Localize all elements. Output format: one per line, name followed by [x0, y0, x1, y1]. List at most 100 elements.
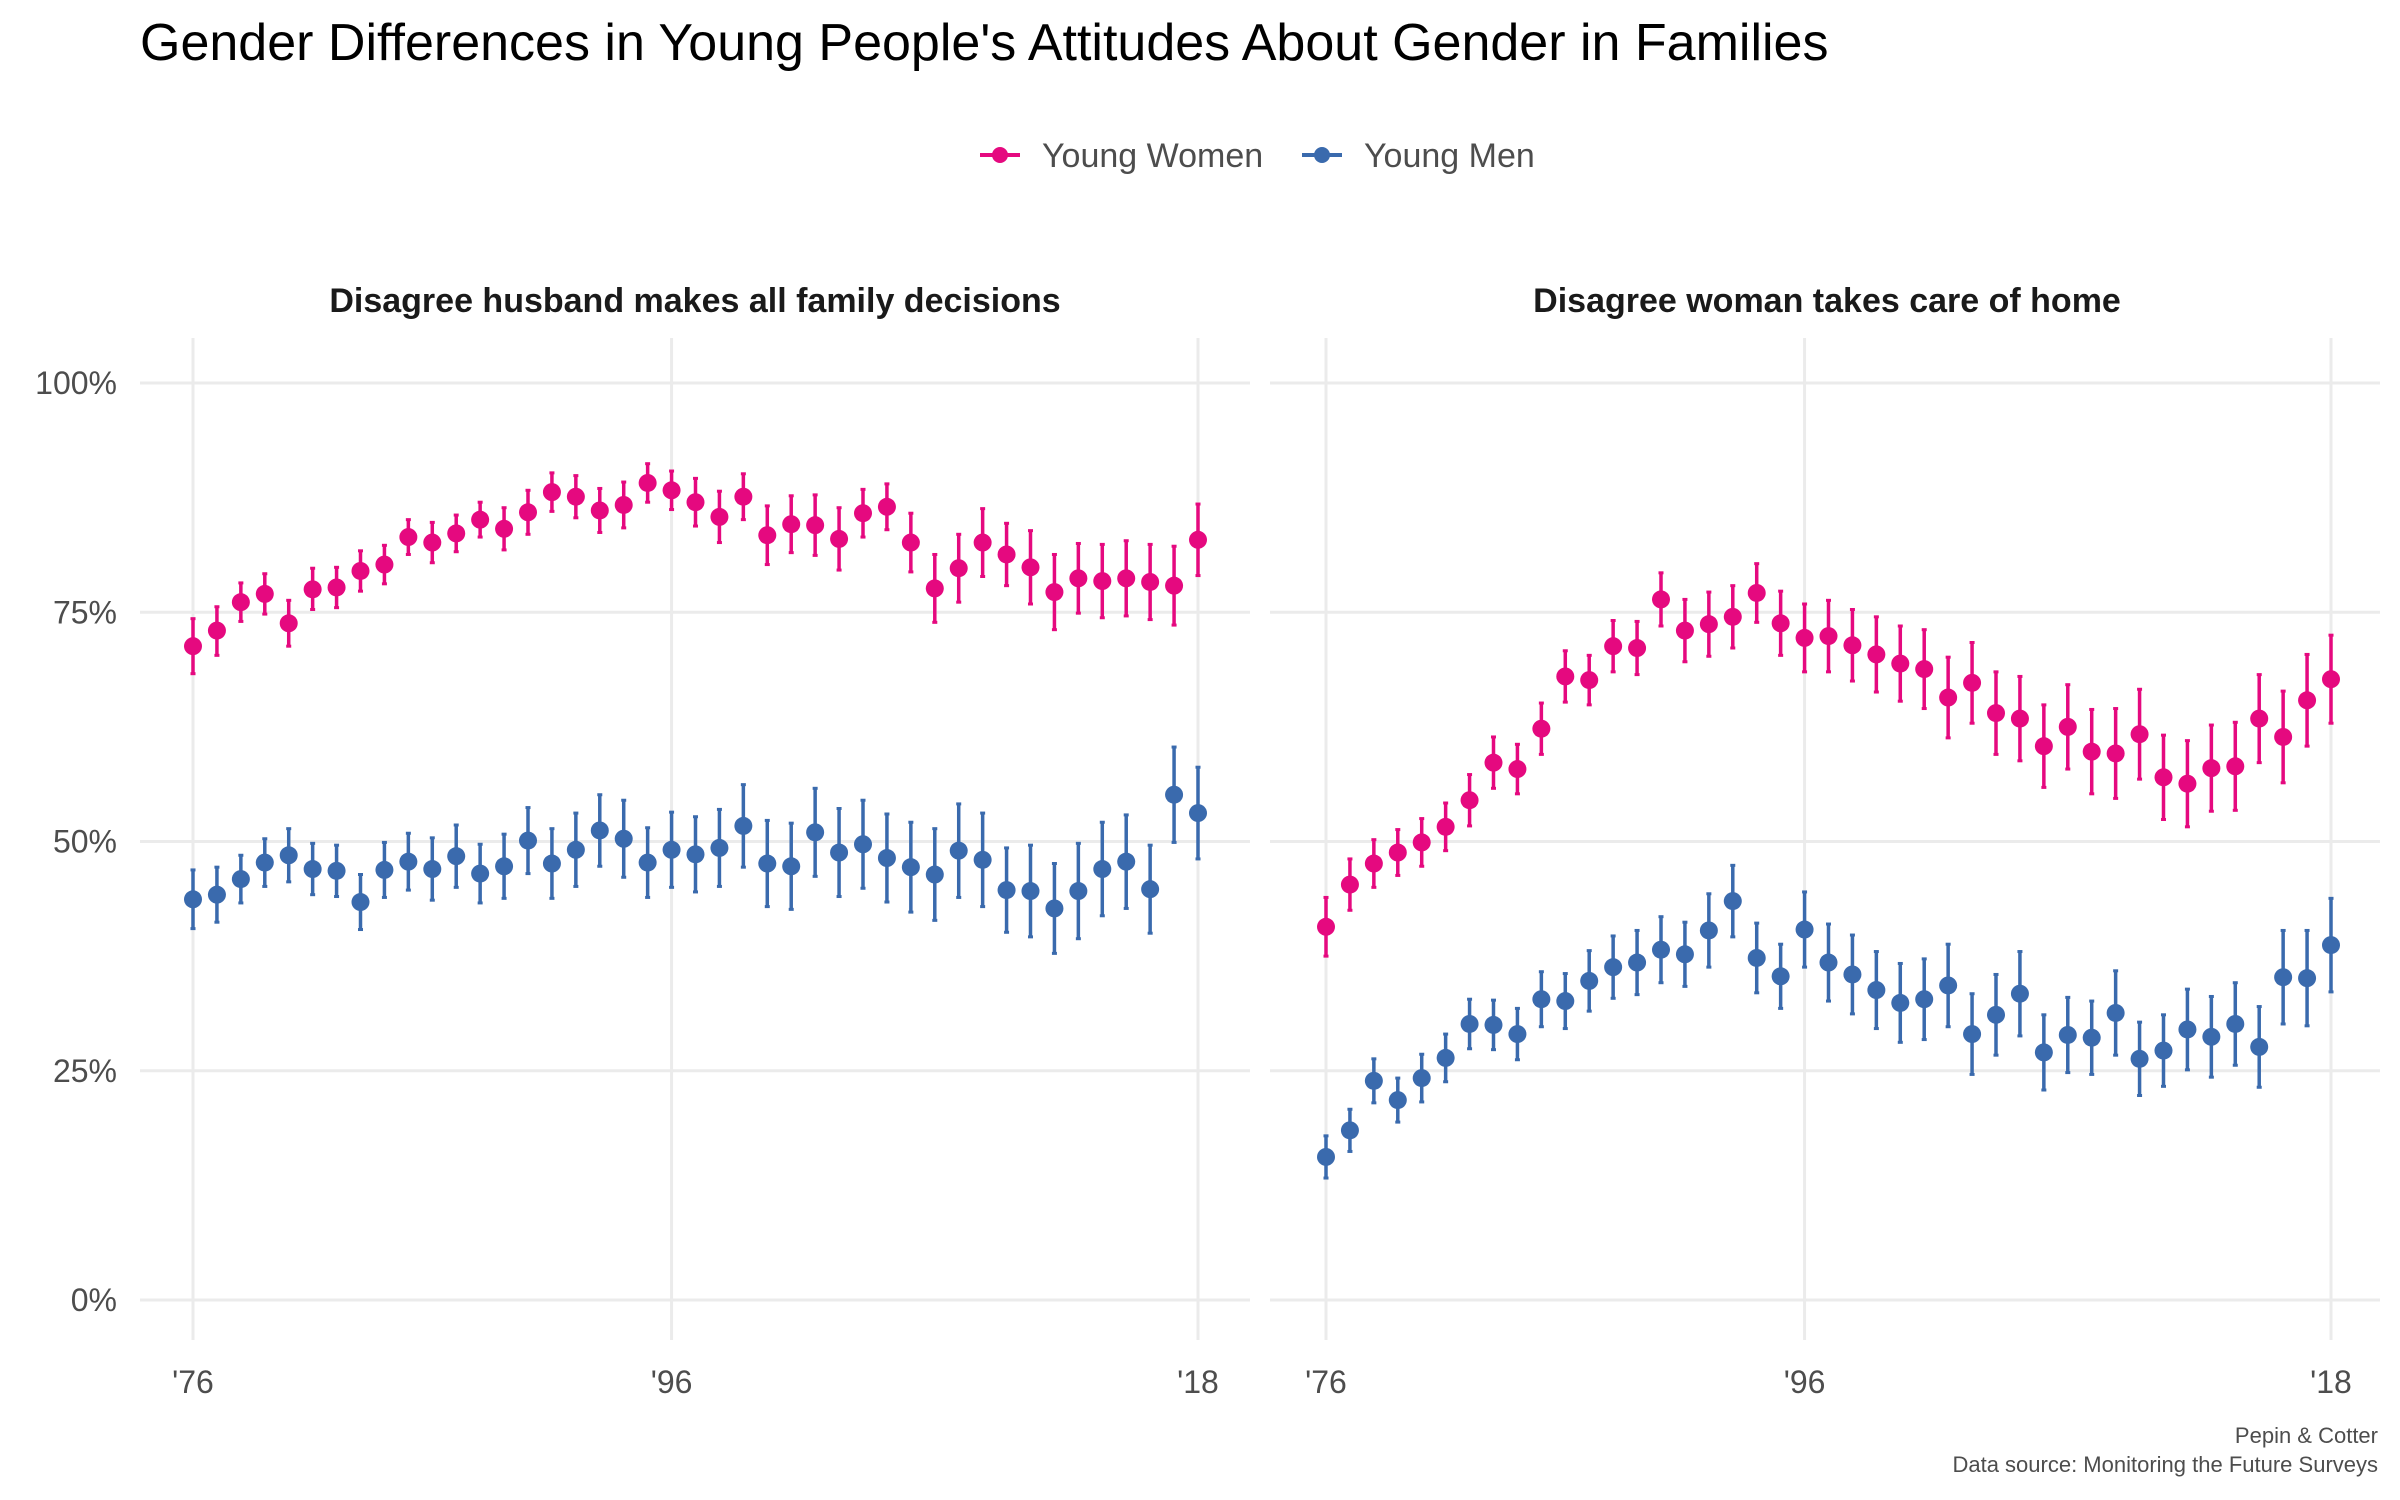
data-point: [782, 857, 801, 876]
data-point: [1364, 1071, 1383, 1090]
data-point: [542, 483, 561, 502]
data-point: [495, 519, 514, 538]
data-point: [662, 481, 681, 500]
x-tick-label: '76: [1305, 1364, 1347, 1400]
data-point: [1189, 804, 1207, 823]
data-point: [399, 528, 418, 547]
data-point: [1556, 992, 1575, 1011]
data-point: [1460, 791, 1479, 810]
data-point: [1317, 917, 1335, 936]
data-point: [1939, 688, 1958, 707]
data-point: [901, 533, 920, 552]
data-point: [2154, 1041, 2173, 1060]
data-point: [1388, 843, 1407, 862]
panel-title: Disagree husband makes all family decisi…: [329, 282, 1060, 320]
data-point: [758, 526, 777, 545]
data-point: [1675, 945, 1694, 964]
data-point: [1747, 583, 1766, 602]
panel-woman-home: Disagree woman takes care of home '76 '96 '…: [1270, 282, 2380, 1400]
data-point: [1963, 1025, 1982, 1044]
data-point: [2298, 691, 2317, 710]
data-point: [1699, 921, 1718, 940]
data-point: [949, 559, 968, 578]
data-point: [1987, 1005, 2005, 1024]
data-point: [1460, 1014, 1479, 1033]
data-point: [854, 504, 872, 523]
series-young-men: [184, 745, 1207, 955]
data-point: [1021, 558, 1040, 577]
data-point: [1795, 628, 1814, 647]
data-point: [1532, 719, 1551, 738]
data-point: [2274, 968, 2293, 987]
data-point: [1340, 1121, 1359, 1140]
data-point: [1580, 671, 1599, 690]
data-point: [710, 507, 729, 526]
data-point: [327, 861, 346, 880]
data-point: [303, 580, 322, 599]
data-point: [949, 841, 968, 860]
data-point: [1093, 572, 1112, 591]
data-point: [877, 849, 896, 868]
y-tick-label: 50%: [53, 824, 117, 860]
data-point: [686, 845, 705, 864]
data-point: [1723, 607, 1742, 626]
data-point: [351, 561, 370, 580]
data-point: [1915, 660, 1934, 679]
data-point: [1652, 940, 1670, 959]
data-point: [758, 854, 777, 873]
data-point: [375, 555, 394, 574]
data-point: [1628, 639, 1647, 658]
chart-title: Gender Differences in Young People's Att…: [140, 14, 1828, 72]
data-point: [2010, 984, 2029, 1003]
caption-authors: Pepin & Cotter: [2235, 1423, 2378, 1448]
data-point: [830, 843, 849, 862]
data-point: [279, 846, 298, 865]
data-point: [686, 493, 705, 512]
data-point: [375, 860, 394, 879]
data-point: [1388, 1091, 1407, 1110]
x-tick-label: '96: [651, 1364, 693, 1400]
data-point: [2226, 1014, 2245, 1033]
data-point: [2106, 1003, 2125, 1022]
data-point: [2130, 1049, 2149, 1068]
data-point: [1045, 899, 1064, 918]
legend: Young Women Young Men: [980, 137, 1535, 175]
data-point: [423, 533, 442, 552]
data-point: [327, 578, 346, 597]
data-point: [662, 840, 681, 859]
data-point: [2178, 774, 2197, 793]
data-point: [1723, 892, 1742, 911]
data-point: [566, 487, 585, 506]
data-point: [351, 893, 370, 912]
data-point: [2058, 717, 2077, 736]
data-point: [184, 637, 202, 656]
y-tick-label: 25%: [53, 1053, 117, 1089]
data-point: [1317, 1147, 1335, 1166]
data-point: [2010, 709, 2029, 728]
data-point: [1484, 753, 1503, 772]
data-point: [2322, 670, 2340, 689]
data-point: [1652, 590, 1670, 609]
x-tick-label: '96: [1784, 1364, 1826, 1400]
data-point: [854, 835, 872, 854]
data-point: [279, 614, 298, 633]
y-tick-label: 75%: [53, 594, 117, 630]
data-point: [614, 495, 633, 514]
data-point: [877, 497, 896, 516]
legend-label-young-women: Young Women: [1042, 137, 1263, 175]
data-point: [1364, 854, 1383, 873]
data-point: [973, 533, 992, 552]
data-point: [1556, 667, 1575, 686]
data-point: [1436, 1048, 1455, 1067]
data-point: [1891, 993, 1910, 1012]
data-point: [638, 853, 657, 872]
data-point: [734, 487, 753, 506]
data-point: [2226, 757, 2245, 776]
data-point: [1843, 636, 1862, 655]
data-point: [734, 816, 753, 835]
data-point: [1117, 569, 1136, 588]
data-point: [495, 857, 514, 876]
data-point: [925, 579, 944, 598]
data-point: [1963, 673, 1982, 692]
y-tick-label: 100%: [35, 365, 117, 401]
